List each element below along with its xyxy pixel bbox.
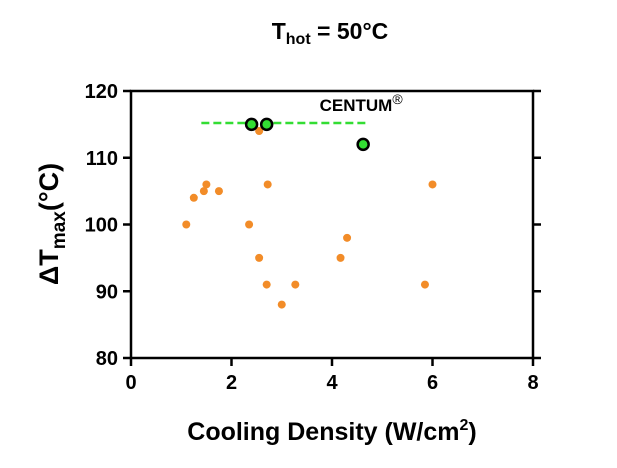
data-point bbox=[255, 127, 264, 136]
x-axis-title: Cooling Density (W/cm2) bbox=[187, 417, 476, 446]
data-point bbox=[277, 300, 286, 309]
data-point bbox=[336, 253, 345, 262]
data-point bbox=[214, 187, 223, 196]
data-point bbox=[202, 180, 211, 189]
data-points bbox=[182, 117, 437, 309]
y-axis-title-rest: (°C) bbox=[34, 163, 64, 211]
x-tick-label: 2 bbox=[226, 372, 237, 394]
x-axis-ticks: 0 2 4 6 8 bbox=[125, 358, 539, 394]
data-point bbox=[291, 280, 300, 289]
data-point bbox=[420, 280, 429, 289]
x-axis-title-end: ) bbox=[468, 418, 476, 446]
data-point bbox=[255, 253, 264, 262]
x-axis-title-main: Cooling Density (W/cm bbox=[187, 418, 459, 446]
data-point bbox=[343, 233, 352, 242]
y-tick-label: 80 bbox=[96, 348, 118, 370]
y-axis-title: ΔTmax(°C) bbox=[34, 163, 70, 285]
y-axis-title-prefix: ΔT bbox=[34, 249, 64, 285]
x-axis-title-sup: 2 bbox=[460, 417, 469, 434]
chart-title: Thot = 50°C bbox=[0, 18, 617, 49]
data-point bbox=[189, 193, 198, 202]
y-tick-label: 120 bbox=[85, 81, 118, 103]
title-rest: = 50°C bbox=[310, 18, 389, 44]
centum-data-point bbox=[356, 137, 370, 152]
y-tick-label: 90 bbox=[96, 281, 118, 303]
data-point bbox=[182, 220, 191, 229]
data-point bbox=[199, 187, 208, 196]
title-subscript: hot bbox=[285, 31, 311, 48]
centum-data-point bbox=[244, 117, 259, 132]
y-axis-ticks: 80 90 100 110 120 bbox=[85, 81, 541, 370]
plot-frame bbox=[129, 89, 535, 360]
y-tick-label: 100 bbox=[85, 215, 118, 237]
data-point bbox=[263, 180, 272, 189]
x-tick-label: 4 bbox=[326, 372, 338, 394]
annotation-text: CENTUM bbox=[320, 96, 393, 115]
title-main: T bbox=[271, 18, 286, 44]
y-tick-label: 110 bbox=[86, 148, 118, 170]
centum-data-point bbox=[259, 117, 274, 132]
x-tick-label: 6 bbox=[427, 372, 438, 394]
x-tick-label: 8 bbox=[527, 372, 538, 394]
y-axis-title-sub: max bbox=[49, 211, 70, 249]
annotation-superscript: ® bbox=[392, 91, 403, 107]
data-point bbox=[245, 220, 254, 229]
x-tick-label: 0 bbox=[125, 372, 136, 394]
data-point bbox=[428, 180, 437, 189]
data-point bbox=[262, 280, 271, 289]
centum-annotation: CENTUM® bbox=[320, 91, 404, 115]
